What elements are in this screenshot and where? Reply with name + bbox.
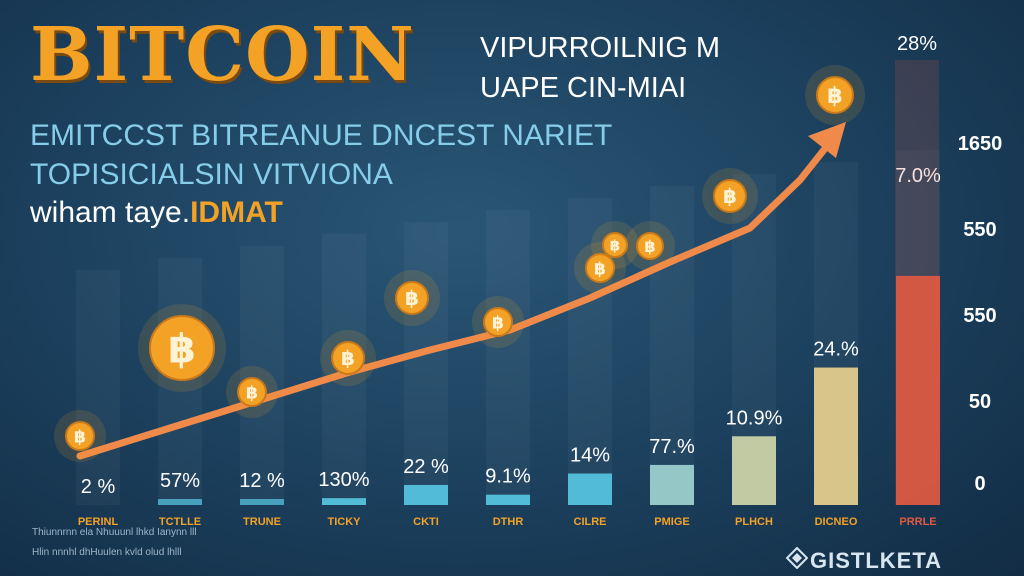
bar bbox=[404, 484, 448, 505]
data-label: 2 % bbox=[81, 476, 116, 498]
category-label: PLHCH bbox=[735, 516, 773, 528]
bitcoin-coin-icon bbox=[237, 377, 267, 407]
bar bbox=[814, 367, 858, 505]
data-label: 57% bbox=[160, 470, 200, 492]
bitcoin-symbol-icon: ฿ bbox=[594, 259, 606, 279]
data-label: 22 % bbox=[403, 456, 449, 478]
bitcoin-symbol-icon: ฿ bbox=[405, 286, 419, 310]
description-line-3-text: wiham taye. bbox=[30, 196, 191, 229]
bitcoin-symbol-icon: ฿ bbox=[168, 326, 196, 372]
bitcoin-symbol-icon: ฿ bbox=[723, 184, 737, 208]
bg-column bbox=[240, 246, 284, 505]
data-label: 130% bbox=[318, 469, 369, 491]
subtitle-line-1: VIPURROILNIG M bbox=[480, 32, 721, 64]
bar bbox=[568, 473, 612, 505]
bar bbox=[240, 499, 284, 505]
data-label: 10.9% bbox=[726, 407, 783, 429]
highlight-pillar bbox=[895, 60, 939, 505]
description-line-1: EMITCCST BITREANUE DNCEST NARIET bbox=[30, 119, 613, 152]
bitcoin-coin-icon bbox=[65, 421, 95, 451]
bitcoin-symbol-icon: ฿ bbox=[610, 236, 620, 254]
category-label: CKTI bbox=[413, 516, 439, 528]
bitcoin-coin-icon bbox=[483, 307, 513, 337]
bitcoin-coin-icon bbox=[331, 341, 365, 375]
bitcoin-coin-icon bbox=[602, 232, 628, 258]
bitcoin-coin-icon bbox=[395, 281, 429, 315]
category-label: DTHR bbox=[493, 516, 524, 528]
bitcoin-symbol-icon: ฿ bbox=[827, 83, 843, 109]
top-label: 28% bbox=[897, 33, 937, 55]
bg-column bbox=[76, 270, 120, 505]
trend-arrow-head bbox=[808, 122, 846, 158]
bitcoin-coin-icon bbox=[816, 76, 854, 114]
description-line-3: wiham taye.IDMAT bbox=[30, 198, 283, 228]
category-label: TCTLLE bbox=[159, 516, 201, 528]
bitcoin-symbol-icon: ฿ bbox=[341, 346, 355, 370]
data-label: 24.% bbox=[813, 339, 859, 361]
footnote-line-1: Thiunnrnn ela Nhuuunl lhkd Ianynn lll bbox=[32, 527, 197, 538]
bitcoin-coin-icon bbox=[636, 232, 664, 260]
category-label: PRRLE bbox=[899, 516, 936, 528]
bg-column bbox=[158, 258, 202, 505]
bg-column bbox=[404, 222, 448, 505]
bitcoin-coin-icon bbox=[585, 253, 615, 283]
bar bbox=[322, 498, 366, 505]
data-label: 77.% bbox=[649, 436, 695, 458]
category-label: PERINL bbox=[78, 516, 119, 528]
data-label: 9.1% bbox=[485, 466, 531, 488]
data-label: 7.0% bbox=[895, 165, 941, 187]
bar bbox=[650, 464, 694, 505]
category-label: PMIGE bbox=[654, 516, 689, 528]
bitcoin-symbol-icon: ฿ bbox=[246, 383, 258, 403]
bitcoin-coin-icon bbox=[149, 315, 215, 381]
category-label: TRUNE bbox=[243, 516, 281, 528]
category-label: TICKY bbox=[328, 516, 362, 528]
data-label: 14% bbox=[570, 445, 610, 467]
bitcoin-symbol-icon: ฿ bbox=[644, 237, 655, 256]
bar bbox=[732, 436, 776, 505]
right-axis-label: 550 bbox=[963, 219, 996, 241]
right-axis-label: 0 bbox=[974, 473, 985, 495]
description-line-2: TOPISICIALSIN VITVIONA bbox=[30, 158, 393, 191]
bg-column bbox=[486, 210, 530, 505]
bitcoin-coin-icon bbox=[713, 179, 747, 213]
bar bbox=[486, 494, 530, 505]
chart-title: BITCOIN bbox=[30, 12, 415, 98]
brand-logo-icon bbox=[786, 547, 808, 569]
right-axis-label: 550 bbox=[963, 305, 996, 327]
category-label: CILRE bbox=[574, 516, 607, 528]
bitcoin-symbol-icon: ฿ bbox=[492, 313, 504, 333]
brand-name: GISTLKETA bbox=[810, 548, 943, 573]
right-axis-label: 50 bbox=[969, 391, 991, 413]
data-label: 12 % bbox=[239, 470, 285, 492]
description-line-3-accent: IDMAT bbox=[190, 196, 283, 229]
subtitle-line-2: UAPE CIN-MIAI bbox=[480, 72, 687, 104]
category-label: DICNEO bbox=[815, 516, 858, 528]
right-axis-label: 1650 bbox=[958, 133, 1003, 155]
bar bbox=[896, 275, 940, 505]
footnote-line-2: Hlin nnnhl dhHuulen kvld olud lhlll bbox=[32, 547, 182, 558]
bitcoin-symbol-icon: ฿ bbox=[74, 427, 86, 447]
bar bbox=[158, 499, 202, 505]
